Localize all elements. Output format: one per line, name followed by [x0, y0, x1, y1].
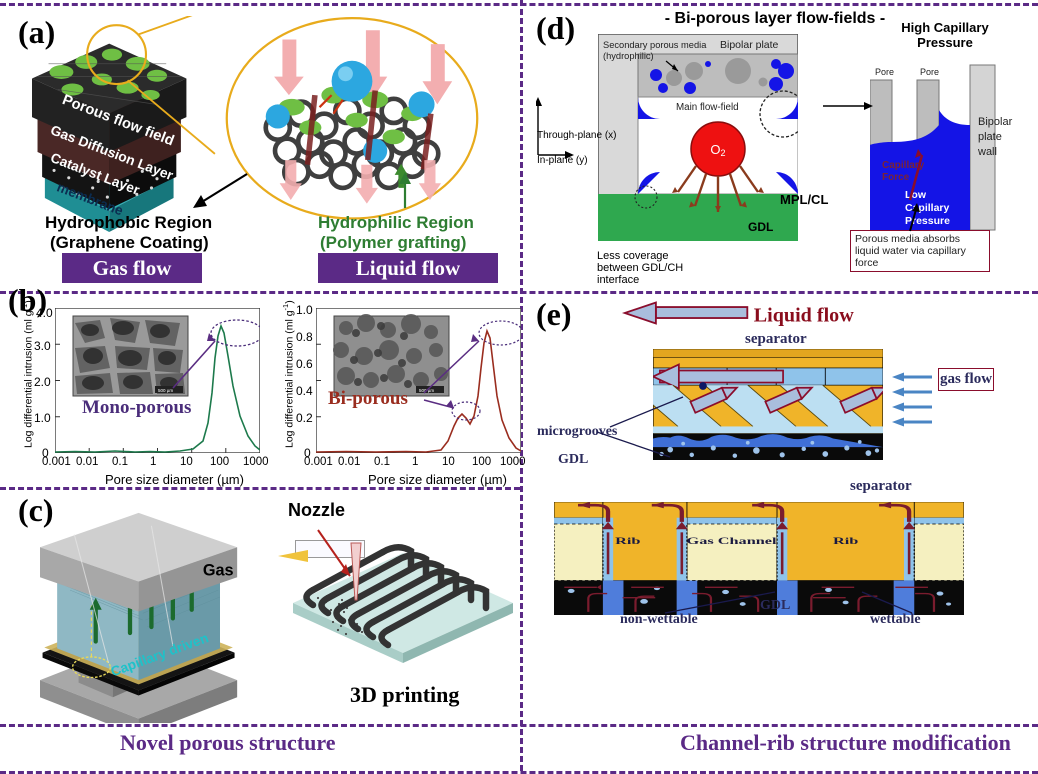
- svg-text:GDL: GDL: [748, 220, 773, 234]
- svg-text:Bipolar: Bipolar: [978, 116, 1013, 128]
- svg-text:Rib: Rib: [833, 535, 858, 546]
- svg-text:(hydrophilic): (hydrophilic): [603, 51, 654, 61]
- svg-text:Bi-porous: Bi-porous: [328, 388, 408, 409]
- svg-text:Gas Channel: Gas Channel: [687, 535, 777, 546]
- svg-text:Pore: Pore: [875, 67, 894, 77]
- svg-text:Rib: Rib: [615, 535, 640, 546]
- svg-text:Force: Force: [882, 172, 910, 183]
- svg-text:wall: wall: [977, 146, 997, 158]
- svg-text:500 µm: 500 µm: [158, 388, 173, 393]
- svg-text:Secondary porous media: Secondary porous media: [603, 40, 707, 50]
- svg-text:Pore: Pore: [920, 67, 939, 77]
- svg-text:Bipolar plate: Bipolar plate: [720, 39, 779, 51]
- svg-text:plate: plate: [978, 131, 1002, 143]
- svg-text:Gas: Gas: [203, 562, 234, 580]
- svg-text:Main flow-field: Main flow-field: [676, 102, 739, 113]
- svg-text:Mono-porous: Mono-porous: [82, 397, 191, 418]
- svg-text:Liquid flow: Liquid flow: [754, 305, 855, 327]
